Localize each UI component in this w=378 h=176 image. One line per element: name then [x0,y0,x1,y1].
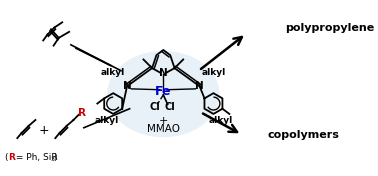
Text: alkyl: alkyl [101,68,125,77]
Text: +: + [39,124,50,137]
Text: N: N [159,68,168,78]
Text: R: R [78,108,86,118]
Text: polypropylene: polypropylene [285,23,375,33]
Text: Cl: Cl [165,102,176,112]
Text: R: R [8,153,15,162]
Text: +: + [159,116,168,126]
Text: Fe: Fe [155,85,172,98]
Text: Cl: Cl [149,102,160,112]
Text: alkyl: alkyl [201,68,226,77]
Text: alkyl: alkyl [208,116,232,125]
Text: N: N [195,81,204,91]
Text: MMAO: MMAO [147,124,180,134]
Text: ): ) [54,153,57,162]
Text: 3: 3 [50,157,54,162]
Text: alkyl: alkyl [94,116,118,125]
Text: N: N [122,81,132,91]
Text: = Ph, SiR: = Ph, SiR [13,153,57,162]
Text: (: ( [4,153,8,162]
Ellipse shape [107,51,220,137]
Text: copolymers: copolymers [268,130,340,140]
